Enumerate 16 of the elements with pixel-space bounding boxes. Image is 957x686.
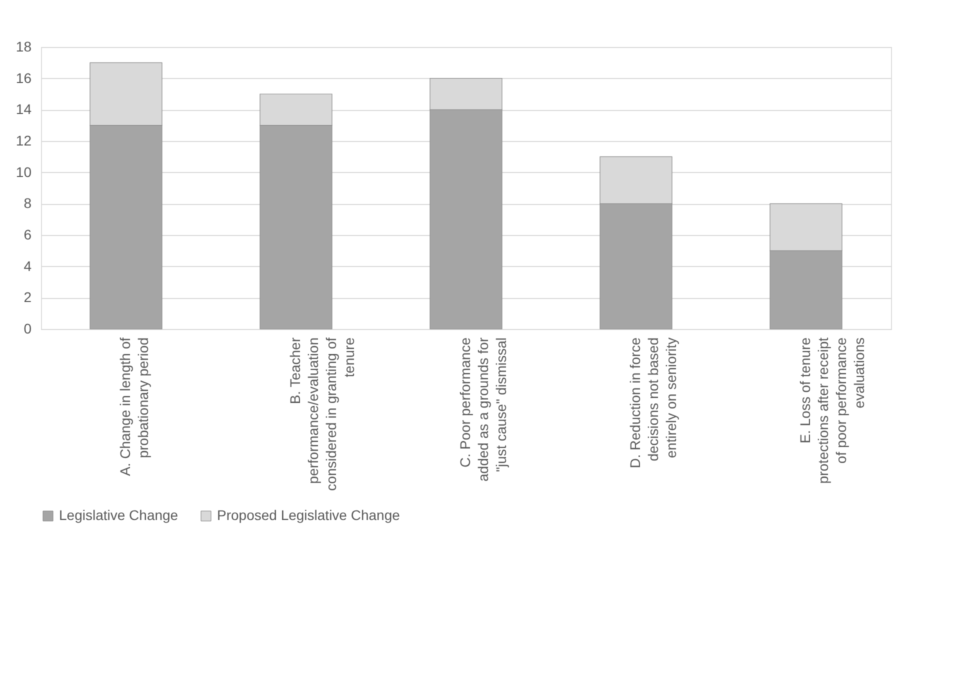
y-tick-label: 8	[24, 195, 32, 212]
y-tick-label: 16	[16, 70, 32, 86]
x-tick-label: A. Change in length of probationary period	[117, 337, 151, 476]
legend-label: Legislative Change	[59, 507, 178, 523]
x-tick-label: D. Reduction in force decisions not based entirely on seniority	[627, 337, 679, 468]
y-tick-label: 10	[16, 164, 32, 180]
y-tick-label: 2	[24, 289, 32, 306]
x-tick-label: B. Teacher performance/evaluation considered in granting of tenure	[287, 337, 357, 491]
y-tick-label: 4	[24, 258, 32, 274]
y-tick-label: 18	[16, 38, 32, 54]
y-tick-label: 14	[16, 101, 32, 118]
y-tick-label: 6	[24, 226, 32, 242]
legend-label: Proposed Legislative Change	[217, 507, 400, 523]
y-tick-label: 0	[24, 320, 32, 336]
y-tick-label: 12	[16, 132, 32, 148]
x-tick-label: E. Loss of tenure protections after receipt of poor performance evaluations	[797, 337, 867, 484]
